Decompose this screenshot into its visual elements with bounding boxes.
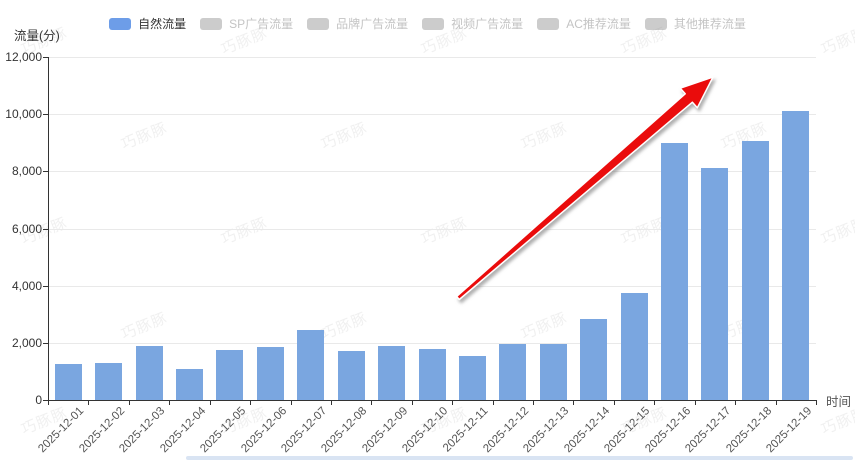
gridline [48, 114, 816, 116]
x-axis-tick [169, 400, 171, 405]
watermark-text: 巧豚豚 [318, 309, 370, 344]
watermark-text: 巧豚豚 [518, 119, 570, 154]
x-axis-tick [533, 400, 535, 405]
x-axis-tick [816, 400, 817, 405]
watermark-text: 巧豚豚 [118, 309, 170, 344]
bar-2025-12-05[interactable] [216, 349, 244, 400]
legend-label: SP广告流量 [229, 17, 294, 31]
y-axis-tick-label: 10,000 [5, 107, 42, 122]
x-axis-tick [250, 400, 252, 405]
x-axis-tick [492, 400, 494, 405]
bar-2025-12-03[interactable] [135, 345, 163, 400]
watermark-text: 巧豚豚 [318, 119, 370, 154]
legend-item-AC推荐流量[interactable]: AC推荐流量 [537, 15, 631, 32]
y-axis-title: 流量(分) [14, 29, 60, 43]
gridline [48, 57, 816, 58]
gridline [48, 171, 816, 173]
bar-2025-12-12[interactable] [499, 344, 527, 400]
watermark-text: 巧豚豚 [118, 119, 170, 154]
y-axis-tick-label: 2,000 [11, 335, 42, 350]
bar-2025-12-09[interactable] [378, 345, 406, 400]
legend-label: 自然流量 [138, 17, 187, 31]
y-axis-tick [43, 400, 48, 401]
watermark-text: 巧豚豚 [218, 214, 270, 249]
legend-label: 其他推荐流量 [673, 17, 746, 31]
y-axis-line [48, 57, 49, 401]
x-axis-tick [411, 400, 413, 405]
watermark-text: 巧豚豚 [418, 214, 470, 249]
legend-swatch [109, 17, 132, 30]
x-axis-tick [371, 400, 373, 405]
bar-2025-12-07[interactable] [297, 329, 325, 400]
bar-2025-12-18[interactable] [741, 141, 769, 400]
x-axis-tick [209, 400, 211, 405]
bar-2025-12-11[interactable] [458, 355, 486, 400]
legend-item-视频广告流量[interactable]: 视频广告流量 [422, 15, 523, 32]
bar-2025-12-16[interactable] [661, 142, 689, 400]
x-axis-tick [573, 400, 575, 405]
legend-item-SP广告流量[interactable]: SP广告流量 [200, 15, 293, 32]
x-axis-tick [694, 400, 696, 405]
y-axis-tick [43, 57, 48, 58]
gridline [48, 228, 816, 230]
watermark-text: 巧豚豚 [818, 214, 855, 249]
bar-2025-12-10[interactable] [418, 348, 446, 400]
bar-2025-12-02[interactable] [95, 362, 123, 400]
x-axis-tick [128, 400, 130, 405]
x-axis-tick [290, 400, 292, 405]
legend: 自然流量 SP广告流量 品牌广告流量 视频广告流量 AC推荐流量 其他推荐流量 [0, 15, 855, 32]
x-axis-tick [330, 400, 332, 405]
bar-2025-12-08[interactable] [337, 351, 365, 400]
legend-item-其他推荐流量[interactable]: 其他推荐流量 [644, 15, 746, 32]
legend-label: 视频广告流量 [451, 17, 524, 31]
bar-2025-12-01[interactable] [54, 364, 82, 400]
y-axis-tick-label: 0 [35, 393, 42, 407]
gridline [48, 342, 816, 344]
bar-2025-12-17[interactable] [701, 168, 729, 400]
y-axis-tick [43, 285, 48, 287]
legend-swatch [644, 17, 667, 30]
x-axis-tick [735, 400, 737, 405]
y-axis-tick [43, 342, 48, 344]
legend-label: AC推荐流量 [566, 17, 631, 31]
gridline [48, 285, 816, 287]
x-axis-line [48, 400, 816, 401]
legend-label: 品牌广告流量 [336, 17, 409, 31]
legend-swatch [200, 17, 223, 30]
y-axis-tick-label: 12,000 [5, 50, 42, 64]
y-axis-tick-label: 6,000 [11, 221, 42, 236]
legend-item-自然流量[interactable]: 自然流量 [109, 15, 186, 32]
y-axis-tick [43, 171, 48, 173]
x-axis-tick [654, 400, 656, 405]
bar-2025-12-06[interactable] [256, 347, 284, 400]
bar-2025-12-15[interactable] [620, 292, 648, 400]
bar-2025-12-13[interactable] [539, 344, 567, 400]
legend-swatch [422, 17, 445, 30]
x-axis-tick [88, 400, 90, 405]
x-axis-title: 时间 [826, 395, 852, 409]
bar-2025-12-04[interactable] [175, 368, 203, 400]
y-axis-tick-label: 8,000 [11, 164, 42, 179]
x-axis-tick [775, 400, 777, 405]
legend-item-品牌广告流量[interactable]: 品牌广告流量 [307, 15, 408, 32]
watermark-text: 巧豚豚 [518, 309, 570, 344]
legend-swatch [537, 17, 560, 30]
legend-swatch [307, 17, 330, 30]
y-axis-tick [43, 228, 48, 230]
bar-2025-12-14[interactable] [580, 318, 608, 400]
x-axis-tick [48, 400, 49, 405]
x-axis-tick [613, 400, 615, 405]
y-axis-tick [43, 114, 48, 116]
horizontal-scrollbar[interactable] [186, 456, 853, 460]
x-axis-tick [452, 400, 454, 405]
bar-2025-12-19[interactable] [782, 111, 810, 400]
y-axis-tick-label: 4,000 [11, 278, 42, 293]
